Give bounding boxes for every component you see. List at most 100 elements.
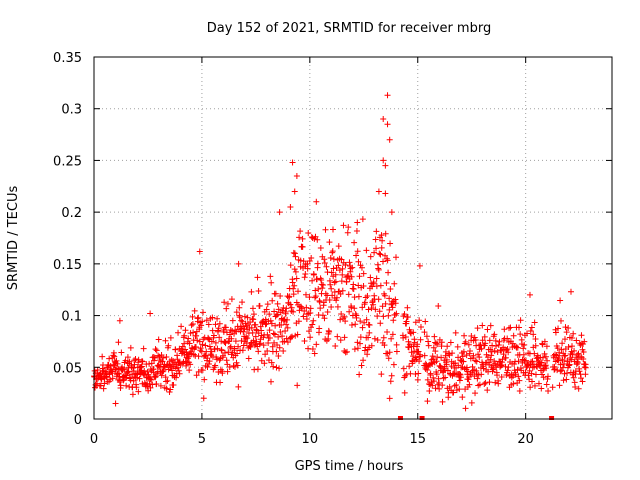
data-point: [384, 121, 391, 128]
data-point: [393, 254, 400, 261]
data-point: [314, 236, 321, 243]
data-point: [417, 336, 424, 343]
data-point: [472, 390, 479, 397]
data-point: [415, 370, 422, 377]
data-point: [531, 319, 538, 326]
data-point: [165, 342, 172, 349]
data-point: [110, 352, 117, 359]
data-point: [545, 388, 552, 395]
data-point: [147, 375, 154, 382]
data-point: [412, 319, 419, 326]
data-point: [516, 377, 523, 384]
data-point: [440, 368, 447, 375]
y-tick-label: 0.3: [61, 103, 82, 118]
data-point: [375, 188, 382, 195]
data-point: [385, 355, 392, 362]
data-point: [321, 256, 328, 263]
data-point: [580, 355, 587, 362]
data-point: [327, 281, 334, 288]
data-point: [439, 398, 446, 405]
data-point: [222, 339, 229, 346]
data-point: [393, 341, 400, 348]
data-point: [377, 282, 384, 289]
data-point: [328, 269, 335, 276]
data-point: [220, 328, 227, 335]
data-point: [404, 304, 411, 311]
data-point: [275, 306, 282, 313]
data-point: [216, 320, 223, 327]
data-point: [460, 358, 467, 365]
data-point: [247, 319, 254, 326]
data-point: [188, 350, 195, 357]
data-point: [330, 256, 337, 263]
data-point: [249, 305, 256, 312]
data-point: [261, 360, 268, 367]
data-point: [334, 333, 341, 340]
data-point: [133, 384, 140, 391]
data-point: [378, 232, 385, 239]
data-point: [351, 239, 358, 246]
data-point: [306, 257, 313, 264]
data-point: [267, 273, 274, 280]
data-point: [559, 357, 566, 364]
data-point: [173, 374, 180, 381]
data-point: [341, 348, 348, 355]
data-point: [454, 343, 461, 350]
data-point: [221, 299, 228, 306]
data-point: [312, 287, 319, 294]
data-point: [186, 367, 193, 374]
data-point: [291, 282, 298, 289]
data-point: [381, 342, 388, 349]
data-point: [580, 349, 587, 356]
data-point: [566, 361, 573, 368]
data-point: [235, 260, 242, 267]
data-point: [427, 370, 434, 377]
data-point: [277, 292, 284, 299]
data-point: [565, 325, 572, 332]
data-point: [236, 304, 243, 311]
data-point: [273, 364, 280, 371]
data-point: [374, 313, 381, 320]
data-point: [444, 367, 451, 374]
data-point: [344, 348, 351, 355]
data-point: [233, 309, 240, 316]
data-point: [388, 209, 395, 216]
data-point: [229, 317, 236, 324]
data-point: [337, 290, 344, 297]
data-point: [575, 350, 582, 357]
data-point: [284, 324, 291, 331]
data-point: [482, 379, 489, 386]
data-point: [267, 378, 274, 385]
data-point: [249, 329, 256, 336]
data-point: [346, 259, 353, 266]
data-point: [355, 293, 362, 300]
data-point: [321, 259, 328, 266]
data-point: [141, 367, 148, 374]
data-point: [228, 335, 235, 342]
data-point: [379, 303, 386, 310]
data-point: [436, 380, 443, 387]
data-point: [320, 281, 327, 288]
data-point: [478, 371, 485, 378]
data-point: [416, 358, 423, 365]
data-point: [271, 308, 278, 315]
data-point: [462, 405, 469, 412]
y-tick-label: 0.35: [53, 51, 82, 66]
data-point: [353, 252, 360, 259]
data-point: [364, 293, 371, 300]
data-point: [462, 338, 469, 345]
data-point: [254, 274, 261, 281]
data-point: [321, 315, 328, 322]
data-point: [391, 280, 398, 287]
data-point: [371, 335, 378, 342]
data-point: [214, 315, 221, 322]
y-axis-ticks: 0 0.05 0.1 0.15 0.2 0.25 0.3 0.35: [53, 51, 612, 428]
data-point: [144, 368, 151, 375]
data-point: [219, 370, 226, 377]
data-point: [159, 358, 166, 365]
data-point: [491, 347, 498, 354]
data-point: [135, 356, 142, 363]
data-point: [472, 336, 479, 343]
data-point: [476, 381, 483, 388]
data-point: [155, 336, 162, 343]
